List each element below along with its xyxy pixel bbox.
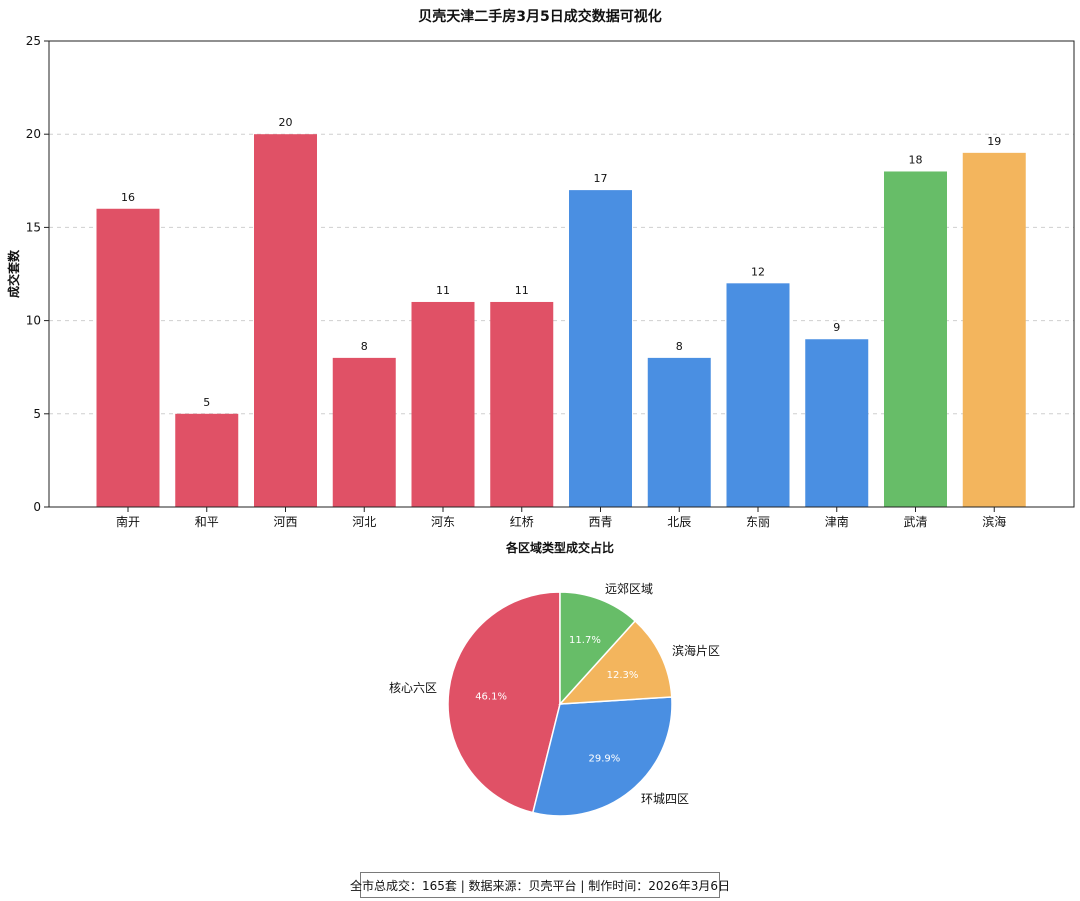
x-tick-label: 东丽 bbox=[746, 515, 770, 529]
x-tick-label: 红桥 bbox=[510, 514, 534, 529]
bar bbox=[962, 152, 1026, 507]
bar bbox=[254, 134, 317, 507]
bar bbox=[647, 357, 711, 507]
bar-value-label: 8 bbox=[676, 340, 683, 353]
pie-percent-label: 12.3% bbox=[607, 670, 639, 681]
x-tick-label: 河北 bbox=[352, 515, 376, 529]
pie-category-label: 远郊区域 bbox=[605, 582, 653, 596]
pie-chart-title: 各区域类型成交占比 bbox=[505, 540, 614, 555]
y-tick-label: 5 bbox=[33, 407, 41, 421]
bar-y-axis-label: 成交套数 bbox=[6, 249, 21, 298]
bar bbox=[490, 301, 554, 507]
pie-percent-label: 29.9% bbox=[589, 753, 621, 764]
bar bbox=[726, 283, 790, 507]
bar-value-label: 9 bbox=[833, 321, 840, 334]
pie-slice bbox=[447, 591, 561, 814]
bar bbox=[884, 171, 947, 508]
bar-value-label: 17 bbox=[594, 172, 608, 185]
bar bbox=[805, 339, 869, 507]
bar bbox=[569, 190, 632, 507]
bar bbox=[411, 301, 475, 507]
x-tick-label: 河西 bbox=[273, 515, 297, 529]
bar-value-label: 18 bbox=[909, 153, 923, 166]
bar-value-label: 16 bbox=[121, 191, 135, 204]
x-tick-label: 河东 bbox=[431, 515, 455, 529]
y-tick-label: 15 bbox=[26, 220, 41, 234]
x-tick-label: 津南 bbox=[825, 514, 849, 529]
pie-category-label: 滨海片区 bbox=[672, 643, 720, 658]
bar bbox=[332, 357, 396, 507]
x-tick-label: 北辰 bbox=[667, 515, 691, 529]
bar bbox=[175, 413, 239, 507]
bar-value-label: 8 bbox=[361, 340, 368, 353]
bar-value-label: 12 bbox=[751, 265, 765, 278]
y-tick-label: 25 bbox=[26, 34, 41, 48]
bar bbox=[96, 208, 160, 507]
pie-slice bbox=[559, 591, 637, 706]
plot-frame bbox=[48, 40, 1075, 508]
x-tick-label: 西青 bbox=[588, 515, 612, 529]
footer-box: 全市总成交：165套 | 数据来源：贝壳平台 | 制作时间：2026年3月6日 bbox=[350, 872, 730, 898]
pie-category-label: 环城四区 bbox=[641, 792, 689, 806]
pie-slice bbox=[531, 696, 673, 817]
bar-chart-title: 贝壳天津二手房3月5日成交数据可视化 bbox=[418, 8, 661, 25]
pie-percent-label: 11.7% bbox=[569, 635, 601, 646]
bar-value-label: 19 bbox=[987, 135, 1001, 148]
bar-value-label: 5 bbox=[203, 396, 210, 409]
pie-percent-label: 46.1% bbox=[475, 692, 507, 703]
x-tick-label: 武清 bbox=[903, 515, 927, 529]
x-tick-label: 和平 bbox=[195, 515, 219, 529]
pie-chart: 46.1% 核心六区 29.9% 环城四区 12.3% 滨海片区 11.7% 远郊区域 bbox=[389, 582, 720, 817]
pie-category-label: 核心六区 bbox=[389, 681, 437, 695]
y-tick-label: 10 bbox=[26, 314, 41, 328]
x-tick-label: 滨海 bbox=[982, 514, 1006, 529]
bar-value-label: 20 bbox=[279, 116, 293, 129]
footer-text: 全市总成交：165套 | 数据来源：贝壳平台 | 制作时间：2026年3月6日 bbox=[349, 878, 731, 893]
x-tick-label: 南开 bbox=[116, 514, 140, 529]
y-tick-label: 0 bbox=[33, 500, 41, 514]
bar-value-label: 11 bbox=[436, 284, 450, 297]
bar-value-label: 11 bbox=[515, 284, 529, 297]
pie-slice bbox=[558, 619, 673, 705]
y-tick-label: 20 bbox=[26, 127, 41, 141]
bar-chart: 0 5 10 15 20 25 16 南开 5 和平 20 河西 8 河北 11 河东 11 红桥 17 西青 8 北辰 1… bbox=[26, 34, 1075, 529]
